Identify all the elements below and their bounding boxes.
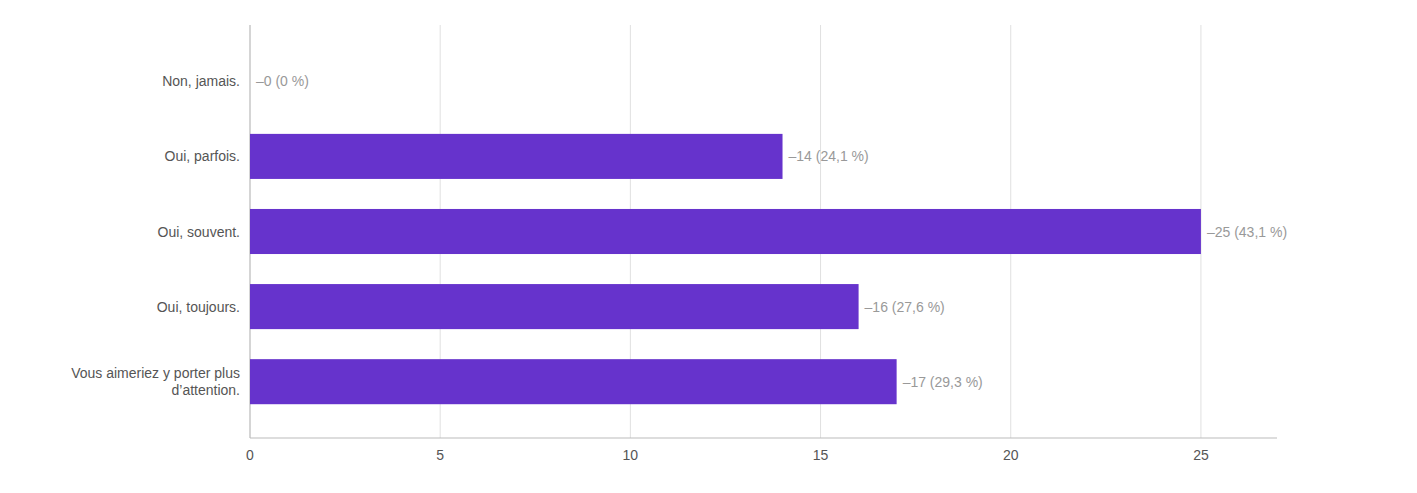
x-tick-label: 0 [246,447,254,463]
y-tick-label: Non, jamais. [162,73,240,89]
chart: 0 5 10 15 20 25 –0 (0 %) –14 (24,1 %) –25 (43,1 … [0,0,1417,493]
y-tick-label: Vous aimeriez y porter plusd’attention. [71,365,240,398]
y-axis: Non, jamais. Oui, parfois. Oui, souvent. Ou… [71,73,240,398]
x-tick-label: 25 [1193,447,1209,463]
data-label: –14 (24,1 %) [789,148,869,164]
x-axis: 0 5 10 15 20 25 [246,438,1277,463]
data-label: –16 (27,6 %) [865,299,945,315]
data-labels: –0 (0 %) –14 (24,1 %) –25 (43,1 %) –16 (27,… [256,73,1287,389]
y-tick-label: Oui, parfois. [165,148,240,164]
x-tick-label: 5 [436,447,444,463]
data-label: –0 (0 %) [256,73,309,89]
bar [250,359,897,404]
x-axis-line [250,438,1277,439]
x-tick-label: 10 [623,447,639,463]
bars [250,134,1201,404]
y-tick-label: Oui, toujours. [157,299,240,315]
y-tick-label: Oui, souvent. [158,224,241,240]
data-label: –25 (43,1 %) [1207,224,1287,240]
x-tick-label: 15 [813,447,829,463]
grid [250,25,1201,438]
bar [250,134,783,179]
x-tick-label: 20 [1003,447,1019,463]
chart-container: 0 5 10 15 20 25 –0 (0 %) –14 (24,1 %) –25 (43,1 … [0,0,1417,493]
data-label: –17 (29,3 %) [903,374,983,390]
bar [250,284,859,329]
bar [250,209,1201,254]
bar [250,59,251,104]
